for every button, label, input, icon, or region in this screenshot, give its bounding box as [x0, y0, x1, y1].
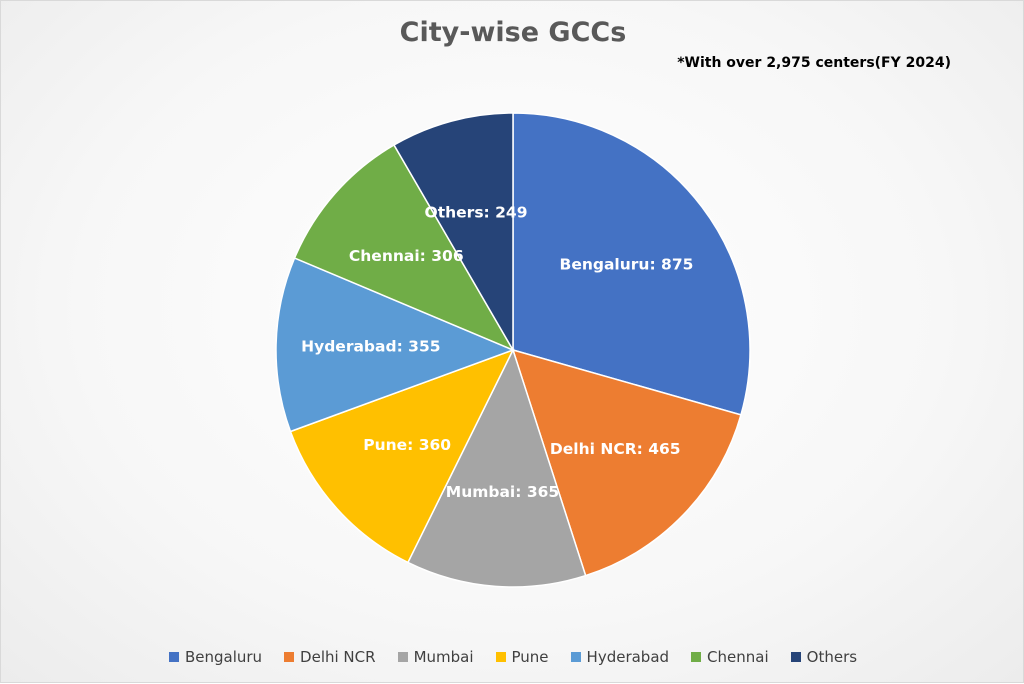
legend-item-chennai: Chennai [691, 648, 769, 666]
legend-swatch [397, 652, 408, 662]
legend-label: Bengaluru [184, 648, 263, 666]
legend-label: Mumbai [413, 648, 474, 666]
legend-swatch [284, 652, 295, 662]
legend-swatch [495, 652, 506, 662]
pie-slice-pune [289, 348, 515, 564]
legend-label: Delhi NCR [300, 648, 376, 666]
legend-item-bengaluru: Bengaluru [168, 648, 263, 666]
legend-label: Hyderabad [586, 648, 670, 666]
pie-slice-delhi-ncr [511, 348, 742, 577]
legend-item-pune: Pune [495, 648, 549, 666]
data-label-others: Others: 249 [425, 204, 528, 222]
legend-swatch [691, 652, 702, 662]
chart-annotation: *With over 2,975 centers(FY 2024) [677, 55, 951, 71]
data-label-chennai: Chennai: 306 [349, 247, 464, 265]
legend-swatch [168, 652, 179, 662]
pie-slice-bengaluru [512, 112, 751, 416]
legend-label: Chennai [707, 648, 769, 666]
legend-item-hyderabad: Hyderabad [570, 648, 670, 666]
data-label-bengaluru: Bengaluru: 875 [560, 255, 694, 273]
legend-swatch [570, 652, 581, 662]
chart-legend: Bengaluru Delhi NCR Mumbai Pune Hyderabad Che… [1, 648, 1024, 666]
legend-item-mumbai: Mumbai [397, 648, 474, 666]
data-label-mumbai: Mumbai: 365 [446, 483, 559, 501]
data-label-hyderabad: Hyderabad: 355 [301, 338, 440, 356]
pie-slice-others [393, 112, 514, 353]
pie-slice-chennai [293, 143, 515, 352]
legend-swatch [790, 652, 801, 662]
legend-item-others: Others [790, 648, 858, 666]
pie-slice-mumbai [406, 348, 587, 588]
pie-slice-hyderabad [275, 257, 516, 433]
legend-label: Others [806, 648, 858, 666]
chart-title: City-wise GCCs [399, 17, 627, 48]
legend-label: Pune [511, 648, 549, 666]
legend-item-delhi-ncr: Delhi NCR [284, 648, 376, 666]
data-label-delhi-ncr: Delhi NCR: 465 [550, 440, 681, 458]
data-label-pune: Pune: 360 [363, 436, 451, 454]
